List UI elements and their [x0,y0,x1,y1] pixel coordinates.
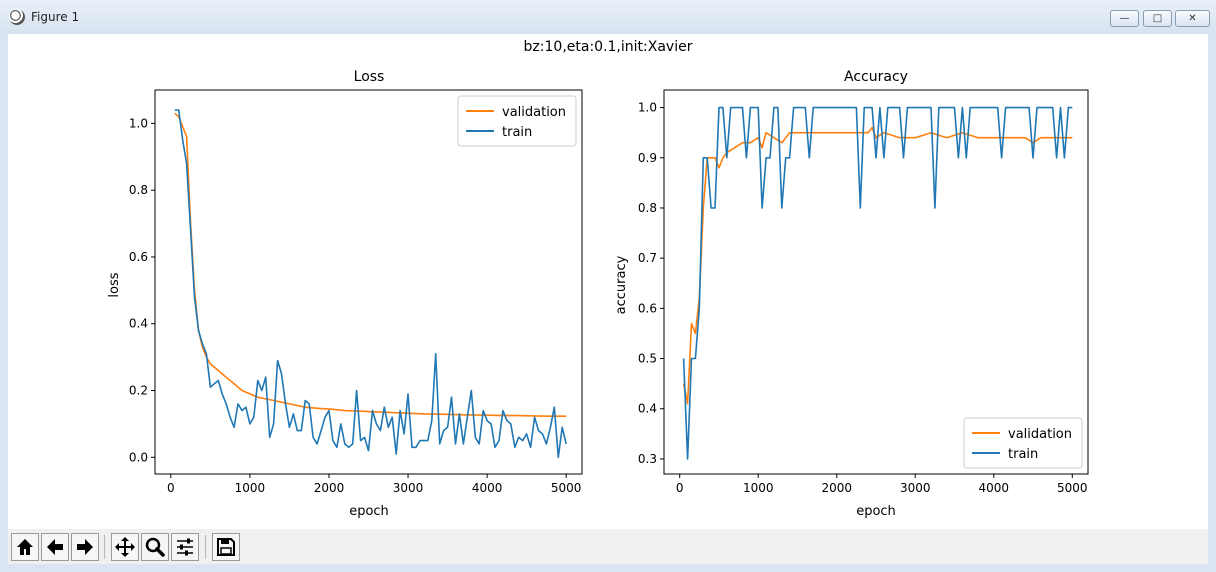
loss-x-tick-label: 4000 [472,481,503,495]
loss-y-tick-label: 0.4 [129,317,148,331]
loss-legend-label-validation: validation [502,105,566,120]
loss-y-tick-label: 0.0 [129,450,148,464]
accuracy-series-line-train [682,106,1073,460]
accuracy-y-tick-label: 0.9 [638,151,657,165]
accuracy-y-tick-label: 0.6 [638,301,657,315]
accuracy-x-tick-label: 1000 [743,481,774,495]
minimize-button[interactable]: — [1110,10,1139,27]
loss-y-tick-label: 0.8 [129,183,148,197]
window-title: Figure 1 [31,10,80,24]
figure-svg: bz:10,eta:0.1,init:Xavier Loss epoch los… [107,39,1089,519]
accuracy-x-tick-label: 2000 [821,481,852,495]
figure-canvas[interactable]: bz:10,eta:0.1,init:Xavier Loss epoch los… [8,34,1208,529]
back-button[interactable] [41,533,69,561]
close-button[interactable]: ✕ [1175,10,1210,27]
loss-series-line-train [174,109,567,459]
toolbar-separator [104,535,105,559]
configure-subplots-button[interactable] [171,533,199,561]
maximize-button[interactable]: □ [1143,10,1172,27]
save-button[interactable] [212,533,240,561]
home-icon [17,539,33,555]
matplotlib-app-icon [9,9,25,25]
accuracy-x-tick-label: 0 [676,481,684,495]
zoom-button[interactable] [141,533,169,561]
home-button[interactable] [11,533,39,561]
window-titlebar: Figure 1 — □ ✕ [0,0,1216,34]
accuracy-title: Accuracy [844,69,908,85]
configure-subplots-icon [177,538,193,556]
loss-legend-label-train: train [502,125,532,140]
loss-x-tick-label: 0 [167,481,175,495]
loss-title: Loss [354,69,385,85]
accuracy-y-tick-label: 0.4 [638,402,657,416]
loss-x-tick-label: 3000 [393,481,424,495]
accuracy-y-tick-label: 0.7 [638,251,657,265]
accuracy-legend: validation train [963,417,1083,469]
loss-x-tick-label: 1000 [235,481,266,495]
accuracy-x-tick-label: 4000 [979,481,1010,495]
accuracy-x-tick-label: 3000 [900,481,931,495]
accuracy-y-tick-label: 1.0 [638,101,657,115]
accuracy-y-tick-label: 0.5 [638,352,657,366]
loss-ylabel: loss [107,272,122,297]
accuracy-axes-frame [663,89,1089,475]
accuracy-y-tick-label: 0.8 [638,201,657,215]
forward-button[interactable] [71,533,99,561]
accuracy-y-tick-label: 0.3 [638,452,657,466]
accuracy-ylabel: accuracy [614,255,629,314]
loss-axes-frame [154,89,583,475]
toolbar-separator [205,535,206,559]
figure-suptitle: bz:10,eta:0.1,init:Xavier [524,39,693,55]
loss-x-tick-label: 2000 [314,481,345,495]
back-arrow-icon [47,539,63,555]
loss-xlabel: epoch [349,504,389,519]
loss-series-line-validation [174,112,567,418]
loss-legend-box [457,95,577,147]
accuracy-legend-box [963,417,1083,469]
accuracy-series-line-validation [682,126,1073,405]
loss-x-tick-label: 5000 [551,481,582,495]
navigation-toolbar [8,529,1208,564]
loss-y-tick-label: 0.6 [129,250,148,264]
loss-legend: validation train [457,95,577,147]
zoom-icon [145,537,165,557]
loss-y-tick-label: 0.2 [129,384,148,398]
pan-button[interactable] [111,533,139,561]
accuracy-xlabel: epoch [856,504,896,519]
pan-icon [115,537,135,557]
accuracy-axes: Accuracy epoch accuracy 0 1000 2000 3000 400… [614,69,1089,519]
accuracy-legend-label-validation: validation [1008,427,1072,442]
loss-axes: Loss epoch loss 0 1000 2000 3000 4000 5000 0.0… [107,69,583,519]
loss-y-tick-label: 1.0 [129,116,148,130]
accuracy-x-tick-label: 5000 [1057,481,1088,495]
save-icon [217,538,235,556]
forward-arrow-icon [77,539,93,555]
accuracy-legend-label-train: train [1008,447,1038,462]
